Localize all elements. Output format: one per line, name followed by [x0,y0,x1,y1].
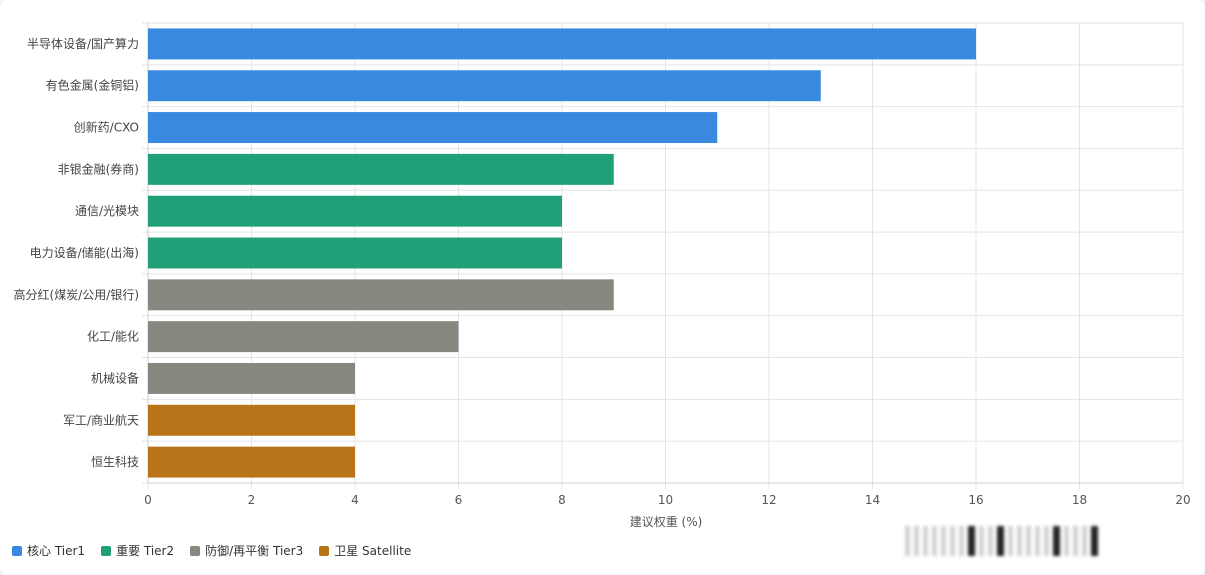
legend-label-tier1: 核心 Tier1 [27,544,86,558]
legend-label-tier3: 防御/再平衡 Tier3 [205,544,304,558]
x-tick-label: 0 [144,493,152,507]
watermark-mark [997,526,1004,556]
bar[interactable] [148,321,459,353]
legend: 核心 Tier1 重要 Tier2 防御/再平衡 Tier3 卫星 Satell… [12,542,427,559]
legend-item-satellite[interactable]: 卫星 Satellite [319,542,411,559]
bars [148,28,976,478]
bar[interactable] [148,28,976,60]
watermark-mark [988,526,993,556]
watermark-mark [968,526,975,556]
category-label: 高分红(煤炭/公用/银行) [14,287,139,302]
x-tick-label: 18 [1072,493,1087,507]
watermark-mark [1026,526,1031,556]
x-tick-labels: 0 2 4 6 8 10 12 14 16 18 20 [144,493,1190,507]
bar[interactable] [148,195,562,227]
watermark-mark [905,526,910,556]
x-tick-label: 20 [1175,493,1190,507]
category-label: 军工/商业航天 [63,412,139,427]
bar[interactable] [148,446,355,478]
category-label: 电力设备/储能(出海) [30,245,139,260]
x-tick-label: 10 [658,493,673,507]
x-tick-label: 4 [351,493,359,507]
watermark-mark [932,526,937,556]
legend-swatch-tier2 [101,545,112,556]
watermark-mark [1053,526,1060,556]
watermark-mark [1064,526,1069,556]
watermark-mark [1091,526,1098,556]
x-tick-label: 14 [865,493,880,507]
legend-swatch-satellite [319,545,330,556]
legend-item-tier2[interactable]: 重要 Tier2 [101,542,174,559]
watermark-mark [979,526,984,556]
x-tick-label: 2 [248,493,256,507]
category-label: 恒生科技 [91,455,139,469]
bar[interactable] [148,153,614,185]
watermark-mark [923,526,928,556]
watermark-mark [1044,526,1049,556]
bar[interactable] [148,404,355,436]
bar[interactable] [148,112,718,144]
bar[interactable] [148,279,614,311]
legend-swatch-tier3 [190,545,201,556]
legend-swatch-tier1 [12,545,22,556]
watermark-mark [914,526,919,556]
legend-label-satellite: 卫星 Satellite [334,544,412,558]
bar[interactable] [148,70,821,102]
category-label: 机械设备 [91,370,139,385]
legend-label-tier2: 重要 Tier2 [116,544,175,558]
x-tick-label: 8 [558,493,566,507]
watermark-mark [950,526,955,556]
watermark [905,524,1190,558]
watermark-mark [1017,526,1022,556]
watermark-mark [941,526,946,556]
legend-item-tier1[interactable]: 核心 Tier1 [12,542,85,559]
watermark-mark [959,526,964,556]
legend-item-tier3[interactable]: 防御/再平衡 Tier3 [190,542,303,559]
category-label: 化工/能化 [87,330,139,344]
bar[interactable] [148,362,355,394]
bar[interactable] [148,237,562,269]
watermark-mark [1035,526,1040,556]
x-tick-label: 12 [761,493,776,507]
category-label: 通信/光模块 [75,204,139,218]
category-label: 非银金融(券商) [58,161,139,176]
x-tick-label: 6 [455,493,463,507]
category-label: 有色金属(金铜铝) [46,78,139,93]
category-label: 半导体设备/国产算力 [27,36,139,51]
watermark-mark [1073,526,1078,556]
x-axis-title: 建议权重 (%) [630,515,703,529]
watermark-mark [1082,526,1087,556]
x-tick-label: 16 [968,493,983,507]
watermark-mark [1008,526,1013,556]
category-label: 创新药/CXO [74,120,139,135]
